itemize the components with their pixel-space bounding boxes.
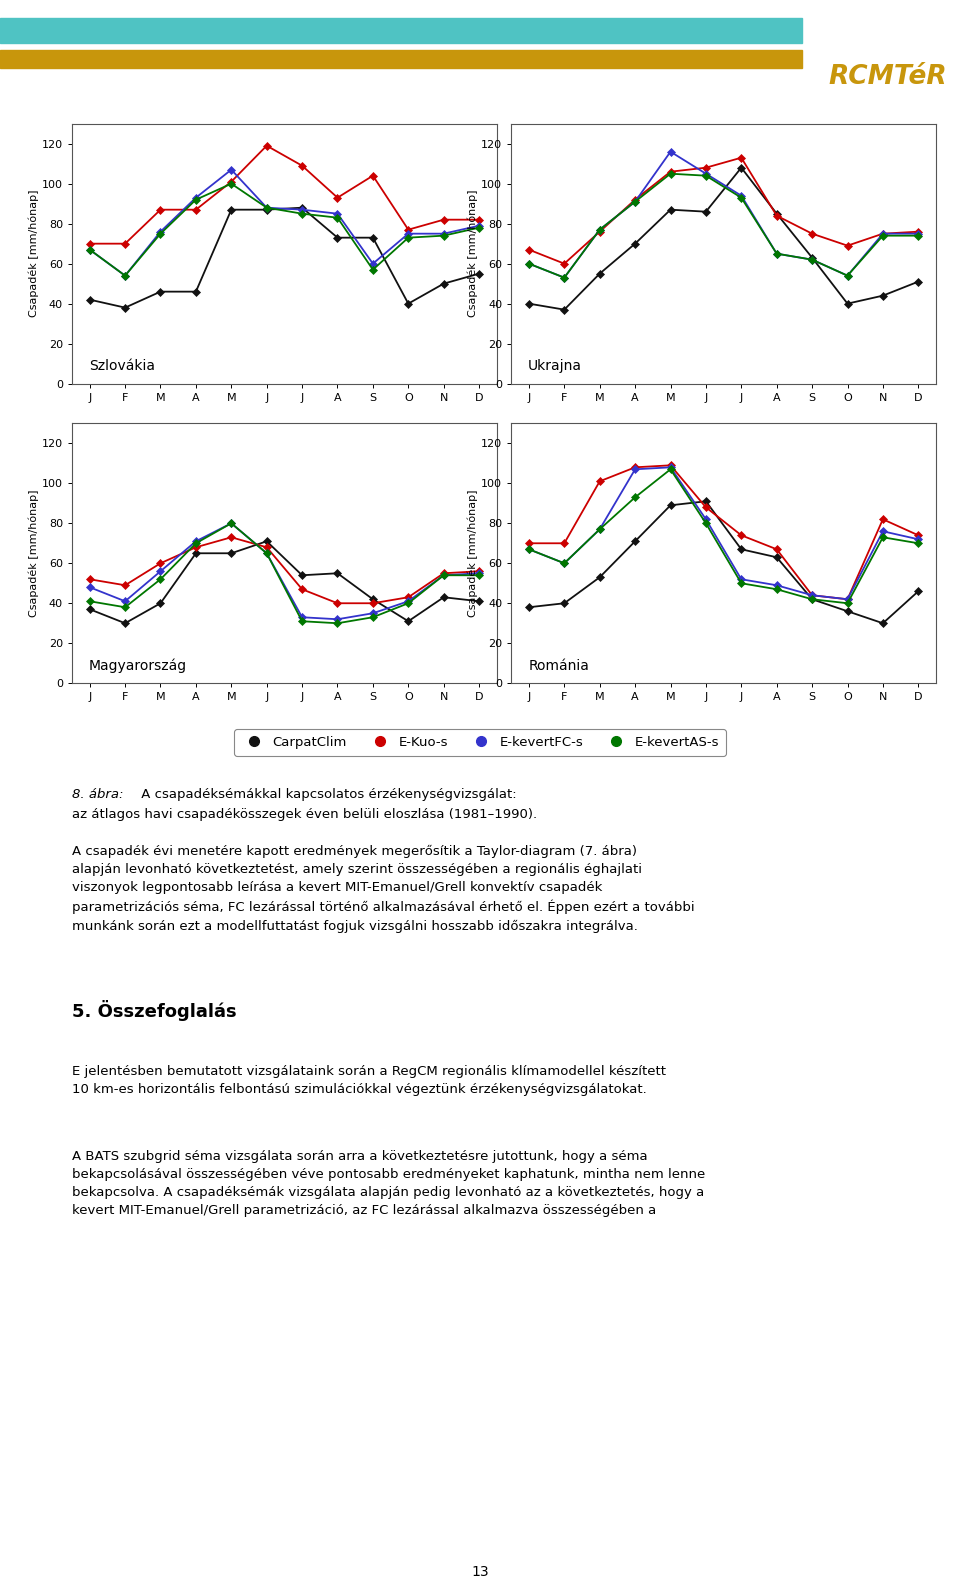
Bar <box>0 17 802 43</box>
Text: az átlagos havi csapadékösszegek éven belüli eloszlása (1981–1990).: az átlagos havi csapadékösszegek éven be… <box>72 807 538 822</box>
Text: A csapadék évi menetére kapott eredmények megerősítik a Taylor-diagram (7. ábra): A csapadék évi menetére kapott eredménye… <box>72 845 695 933</box>
Y-axis label: Csapadék [mm/hónap]: Csapadék [mm/hónap] <box>468 489 478 617</box>
Text: RCMTéR: RCMTéR <box>828 64 948 91</box>
Bar <box>0 49 802 67</box>
Text: Magyarország: Magyarország <box>89 658 187 672</box>
Text: A BATS szubgrid séma vizsgálata során arra a következtetésre jutottunk, hogy a s: A BATS szubgrid séma vizsgálata során ar… <box>72 1150 706 1217</box>
Text: Szlovákia: Szlovákia <box>89 359 155 373</box>
Text: E jelentésben bemutatott vizsgálataink során a RegCM regionális klímamodellel ké: E jelentésben bemutatott vizsgálataink s… <box>72 1065 666 1096</box>
Y-axis label: Csapadék [mm/hónap]: Csapadék [mm/hónap] <box>468 191 478 318</box>
Text: 13: 13 <box>471 1565 489 1579</box>
Text: A csapadéksémákkal kapcsolatos érzékenységvizsgálat:: A csapadéksémákkal kapcsolatos érzékenys… <box>137 788 516 801</box>
Text: Ukrajna: Ukrajna <box>528 359 582 373</box>
Y-axis label: Csapadék [mm/hónap]: Csapadék [mm/hónap] <box>29 489 39 617</box>
Text: 8. ábra:: 8. ábra: <box>72 788 124 801</box>
Text: 5. Összefoglalás: 5. Összefoglalás <box>72 999 236 1022</box>
Y-axis label: Csapadék [mm/hónap]: Csapadék [mm/hónap] <box>29 191 39 318</box>
Legend: CarpatClim, E-Kuo-s, E-kevertFC-s, E-kevertAS-s: CarpatClim, E-Kuo-s, E-kevertFC-s, E-kev… <box>234 729 726 756</box>
Text: Románia: Románia <box>528 659 589 672</box>
